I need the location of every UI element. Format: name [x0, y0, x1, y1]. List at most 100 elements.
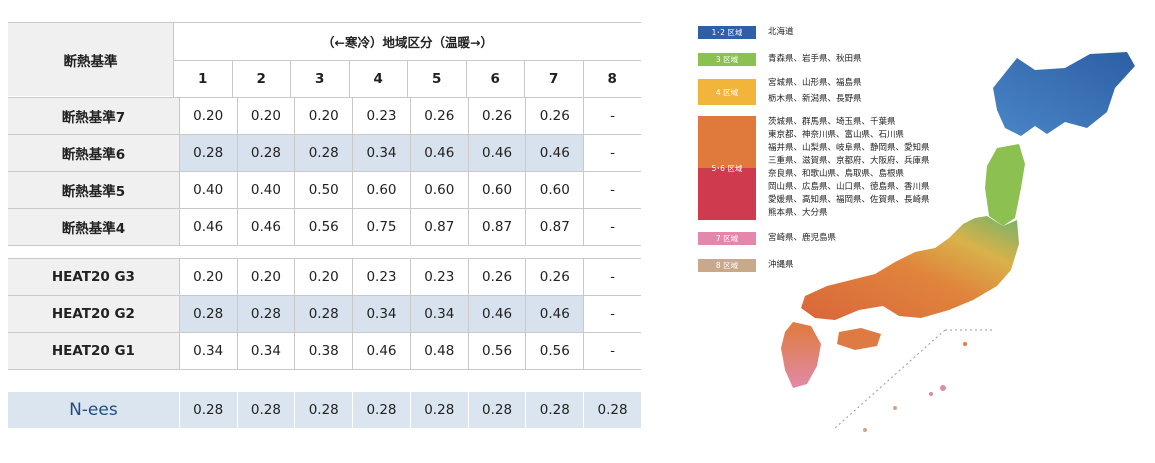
legend-text: 東京都、神奈川県、富山県、石川県: [768, 130, 905, 140]
legend-text: 沖縄県: [768, 260, 794, 270]
legend-swatch: [698, 116, 756, 168]
legend-text: 福井県、山梨県、岐阜県、静岡県、愛知県: [768, 143, 930, 153]
table-row: 断熱基準4 0.46 0.46 0.56 0.75 0.87 0.87 0.87-: [8, 208, 641, 245]
legend-swatch-2: [698, 168, 756, 220]
value-cell: 0.50: [294, 172, 352, 208]
island: [929, 392, 933, 396]
table-row: HEAT20 G1 0.34 0.34 0.38 0.46 0.48 0.56 0.56-: [8, 332, 641, 369]
value-cell: 0.28: [294, 296, 353, 332]
value-cell: -: [583, 135, 641, 171]
value-cell: 0.26: [409, 98, 468, 134]
value-cell: 0.87: [467, 209, 526, 245]
value-cell: 0.28: [236, 135, 295, 171]
value-cell: 0.56: [525, 333, 583, 369]
island: [963, 342, 967, 346]
legend-text: 熊本県、大分県: [768, 208, 828, 218]
table-row: 断熱基準7 0.20 0.20 0.20 0.23 0.26 0.26 0.26-: [8, 97, 641, 134]
legend-text: 三重県、滋賀県、京都府、大阪府、兵庫県: [768, 156, 930, 166]
value-cell: -: [583, 209, 641, 245]
table-row: HEAT20 G3 0.20 0.20 0.20 0.23 0.23 0.26 0.26-: [8, 258, 641, 295]
value-cell: 0.28: [583, 392, 641, 428]
island: [863, 428, 867, 432]
value-cell: 0.20: [294, 259, 352, 295]
region-number: 5: [407, 61, 466, 97]
value-cell: 0.46: [467, 135, 526, 171]
value-cell: 0.20: [236, 98, 295, 134]
row-separator: [8, 245, 641, 258]
value-cell: 0.28: [352, 392, 410, 428]
value-cell: 0.60: [467, 172, 526, 208]
legend-text: 宮崎県、鹿児島県: [768, 233, 837, 243]
region-number: 4: [348, 61, 408, 97]
value-cell: 0.28: [178, 392, 237, 428]
value-cell: 0.87: [525, 209, 583, 245]
legend-text: 栃木県、新潟県、長野県: [768, 94, 862, 104]
value-cell: 0.34: [409, 296, 468, 332]
value-cell: 0.28: [236, 296, 295, 332]
legend-text: 北海道: [768, 27, 794, 37]
legend-swatch: 8 区域: [698, 259, 756, 272]
row-label: 断熱基準6: [8, 135, 179, 171]
tohoku-region: [985, 144, 1025, 226]
legend-text: 岡山県、広島県、山口県、徳島県、香川県: [768, 182, 930, 192]
value-cell: 0.87: [409, 209, 468, 245]
value-cell: -: [583, 98, 641, 134]
row-label: HEAT20 G3: [8, 259, 179, 295]
header-label: 断熱基準: [8, 22, 173, 96]
value-cell: 0.46: [525, 296, 584, 332]
legend-text: 宮城県、山形県、福島県: [768, 78, 862, 88]
legend-swatch: 3 区域: [698, 53, 756, 66]
legend-text: 青森県、岩手県、秋田県: [768, 54, 862, 64]
row-label: 断熱基準7: [8, 98, 179, 134]
value-cell: 0.26: [525, 98, 583, 134]
value-cell: -: [583, 333, 641, 369]
value-cell: 0.28: [236, 392, 295, 428]
value-cell: 0.60: [352, 172, 410, 208]
nees-row: N-ees 0.28 0.28 0.28 0.28 0.28 0.28 0.28 0.28: [8, 392, 641, 428]
hokkaido-region: [993, 52, 1135, 136]
value-cell: 0.34: [352, 135, 410, 171]
legend-text: 愛媛県、高知県、福岡県、佐賀県、長崎県: [768, 195, 930, 205]
value-cell: 0.34: [178, 333, 237, 369]
value-cell: 0.40: [236, 172, 295, 208]
row-label: HEAT20 G1: [8, 333, 179, 369]
value-cell: 0.56: [294, 209, 352, 245]
region-number: 1: [173, 61, 232, 97]
table-row: 断熱基準6 0.28 0.28 0.28 0.34 0.46 0.46 0.46-: [8, 134, 641, 171]
value-cell: 0.46: [352, 333, 410, 369]
row-label: 断熱基準5: [8, 172, 179, 208]
value-cell: 0.20: [294, 98, 352, 134]
value-cell: 0.46: [525, 135, 584, 171]
region-group-header: （←寒冷）地域区分（温暖→）: [173, 23, 641, 60]
value-cell: -: [583, 296, 641, 332]
value-cell: 0.28: [467, 392, 526, 428]
value-cell: 0.20: [178, 98, 237, 134]
legend-swatch: 4 区域: [698, 79, 756, 105]
region-number: 7: [524, 61, 583, 97]
japan-climate-zone-map: [781, 52, 1135, 432]
island: [893, 406, 897, 410]
value-cell: 0.20: [236, 259, 295, 295]
row-label: N-ees: [8, 392, 179, 428]
value-cell: 0.23: [352, 259, 410, 295]
value-cell: 0.26: [467, 98, 526, 134]
shikoku-region: [837, 328, 881, 350]
value-cell: 0.46: [236, 209, 295, 245]
value-cell: 0.28: [294, 392, 353, 428]
value-cell: 0.56: [467, 333, 526, 369]
value-cell: 0.20: [178, 259, 237, 295]
value-cell: 0.26: [525, 259, 583, 295]
row-label: HEAT20 G2: [8, 296, 179, 332]
region-number: 6: [465, 61, 525, 97]
table-row: 断熱基準5 0.40 0.40 0.50 0.60 0.60 0.60 0.60-: [8, 171, 641, 208]
value-cell: 0.23: [352, 98, 410, 134]
value-cell: 0.48: [409, 333, 468, 369]
value-cell: 0.60: [409, 172, 468, 208]
value-cell: 0.28: [525, 392, 584, 428]
legend-text: 奈良県、和歌山県、鳥取県、島根県: [768, 169, 905, 179]
value-cell: 0.26: [467, 259, 526, 295]
legend-swatch: 1･2 区域: [698, 26, 756, 39]
value-cell: 0.28: [294, 135, 353, 171]
